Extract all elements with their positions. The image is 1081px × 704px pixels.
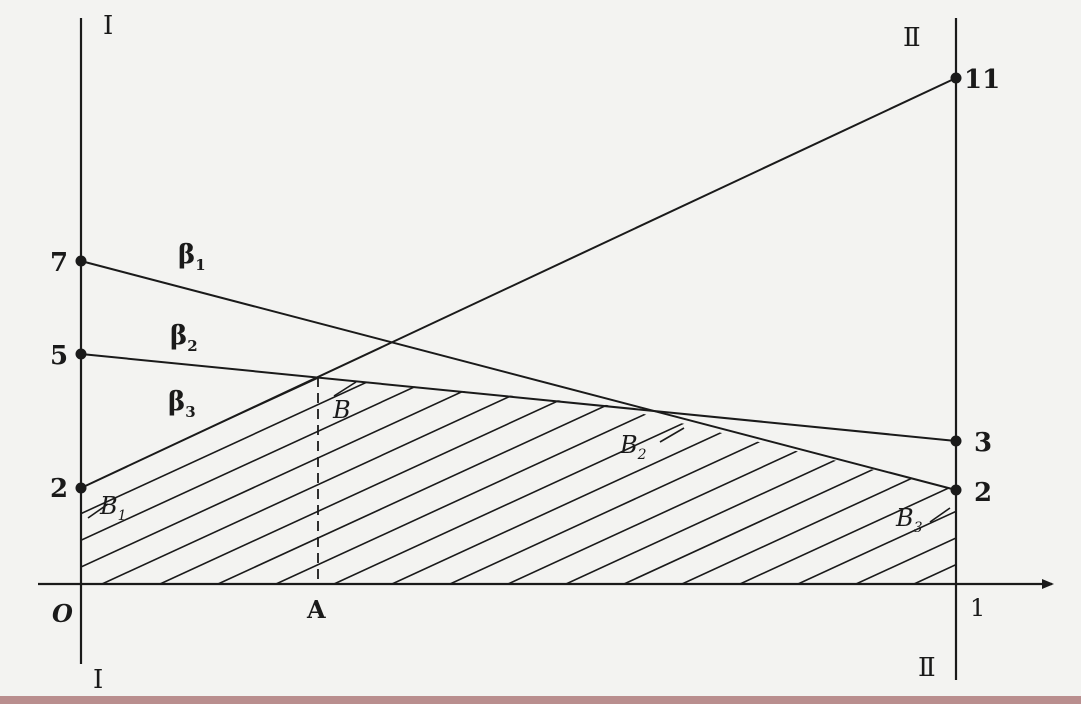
point-right-2 [950,484,962,496]
hatch-line [797,377,956,584]
beta1-label: β1 [178,240,206,274]
beta2-line [80,353,957,442]
right-tick-11: 11 [964,65,1000,95]
axis-II-bottom-label: Ⅱ [918,653,936,683]
b-leader [333,381,357,397]
b1-leader [87,503,109,519]
hatch-line [81,377,391,584]
origin-label: O [52,599,73,628]
hatch-line [81,377,956,584]
beta2-label: β2 [170,321,198,355]
point-left-2 [75,482,87,494]
hatch-line [81,377,855,584]
beta3-line [80,77,957,489]
hatch-line [81,377,449,584]
hatch-line [81,377,101,584]
b3-leader [929,507,951,523]
hatched-region [81,78,1081,584]
hatch-line [565,377,956,584]
hatch-line [81,377,565,584]
beta3-label: β3 [168,387,196,421]
hatch-line [681,377,956,584]
beta1-line [80,260,957,491]
hatch-line [81,377,159,584]
hatch-line [81,377,507,584]
point-right-3 [950,435,962,447]
axis-I-bottom-label: I [93,665,103,695]
b2-point-label: B2 [619,431,647,463]
point-left-5 [75,348,87,360]
hatch-line [739,377,956,584]
axis-I-top-label: I [103,11,113,41]
hatch-line [855,377,956,584]
hatch-line [1030,78,1081,584]
hatch-line [913,377,956,584]
b2-leader [659,427,685,443]
hatch-line [159,377,956,584]
hatch-line [623,377,956,584]
hatch-line [449,377,956,584]
left-tick-2: 2 [50,474,68,504]
right-tick-3: 3 [974,428,992,458]
a-label: A [306,595,326,624]
b3-point-label: B3 [895,504,923,536]
axis-II-top-label: Ⅱ [903,23,921,53]
x-one-label: 1 [970,594,985,622]
hatch-line [81,377,956,584]
hatch-line [391,377,956,584]
point-right-11 [950,72,962,84]
point-left-7 [75,255,87,267]
b-point-label: B [332,396,351,424]
hatch-line [81,377,956,584]
hatch-line [217,377,956,584]
hatch-line [507,377,956,584]
left-tick-5: 5 [50,341,68,371]
right-tick-2: 2 [974,478,992,508]
hatch-line [81,377,333,584]
hatch-line [275,377,956,584]
hatch-line [333,377,956,584]
left-tick-7: 7 [50,248,68,278]
hatch-line [81,377,956,584]
hatch-line [972,78,1081,584]
hatch-line [101,377,956,584]
b1-point-label: B1 [99,492,127,524]
hatch-line [81,377,275,584]
hatch-line [81,377,913,584]
bottom-border-band [0,696,1081,704]
